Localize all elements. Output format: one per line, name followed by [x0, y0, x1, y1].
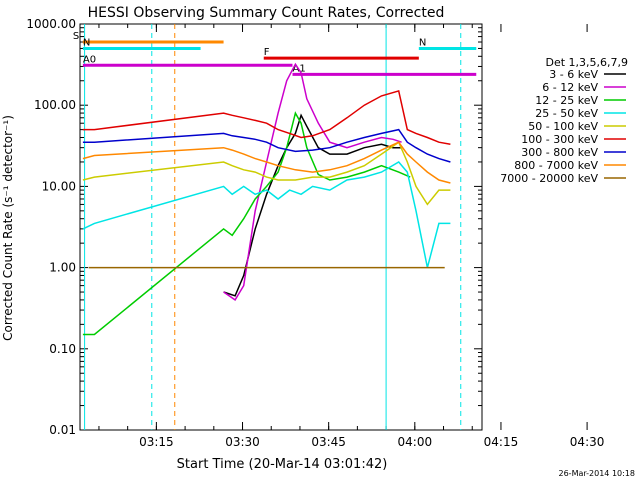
x-tick-label: 04:15	[484, 435, 519, 449]
series-line	[82, 111, 411, 336]
y-tick-label: 1.00	[49, 261, 76, 275]
flag-label: N	[419, 37, 426, 48]
flag-label: A0	[83, 54, 96, 65]
chart-title: HESSI Observing Summary Count Rates, Cor…	[88, 5, 445, 21]
x-tick-label: 04:00	[398, 435, 433, 449]
plot-area: 1000.00 100.00 10.00 1.00 0.10 0.01 03:15 03:30…	[26, 17, 626, 449]
x-axis-label: Start Time (20-Mar-14 03:01:42)	[177, 457, 388, 472]
legend-title: Det 1,3,5,6,7,9	[545, 56, 628, 69]
flag-label: N	[83, 37, 90, 48]
legend-entry-label: 3 - 6 keV	[549, 68, 598, 81]
legend-entry-label: 12 - 25 keV	[535, 94, 598, 107]
legend-entry-label: 300 - 800 keV	[521, 146, 598, 159]
y-tick-label: 0.10	[49, 342, 76, 356]
series-line	[82, 128, 451, 163]
legend-entry-label: 25 - 50 keV	[535, 107, 598, 120]
x-tick-label: 04:30	[570, 435, 605, 449]
series-line	[82, 141, 451, 184]
flag-label: F	[264, 47, 270, 58]
series-line	[82, 141, 451, 206]
flag-label: S	[73, 31, 79, 42]
series-line	[82, 161, 451, 268]
x-tick-label: 03:15	[139, 435, 174, 449]
y-tick-label: 0.01	[49, 423, 76, 437]
timestamp: 26-Mar-2014 10:18	[559, 469, 636, 478]
y-axis-label: Corrected Count Rate (s⁻¹ detector⁻¹)	[1, 115, 15, 341]
series-line	[223, 113, 402, 297]
y-tick-label: 1000.00	[26, 17, 76, 31]
y-tick-label: 100.00	[34, 98, 76, 112]
x-tick-label: 03:45	[311, 435, 346, 449]
plot-frame	[79, 23, 483, 431]
x-tick-label: 03:30	[225, 435, 260, 449]
legend-entry-label: 50 - 100 keV	[528, 120, 598, 133]
legend-entry-label: 800 - 7000 keV	[514, 159, 598, 172]
legend-entry-label: 6 - 12 keV	[542, 81, 598, 94]
legend-entry-label: 7000 - 20000 keV	[500, 172, 598, 185]
y-tick-label: 10.00	[42, 179, 76, 193]
series-line	[223, 62, 402, 301]
series-line	[82, 89, 451, 146]
legend-entry-label: 100 - 300 keV	[521, 133, 598, 146]
